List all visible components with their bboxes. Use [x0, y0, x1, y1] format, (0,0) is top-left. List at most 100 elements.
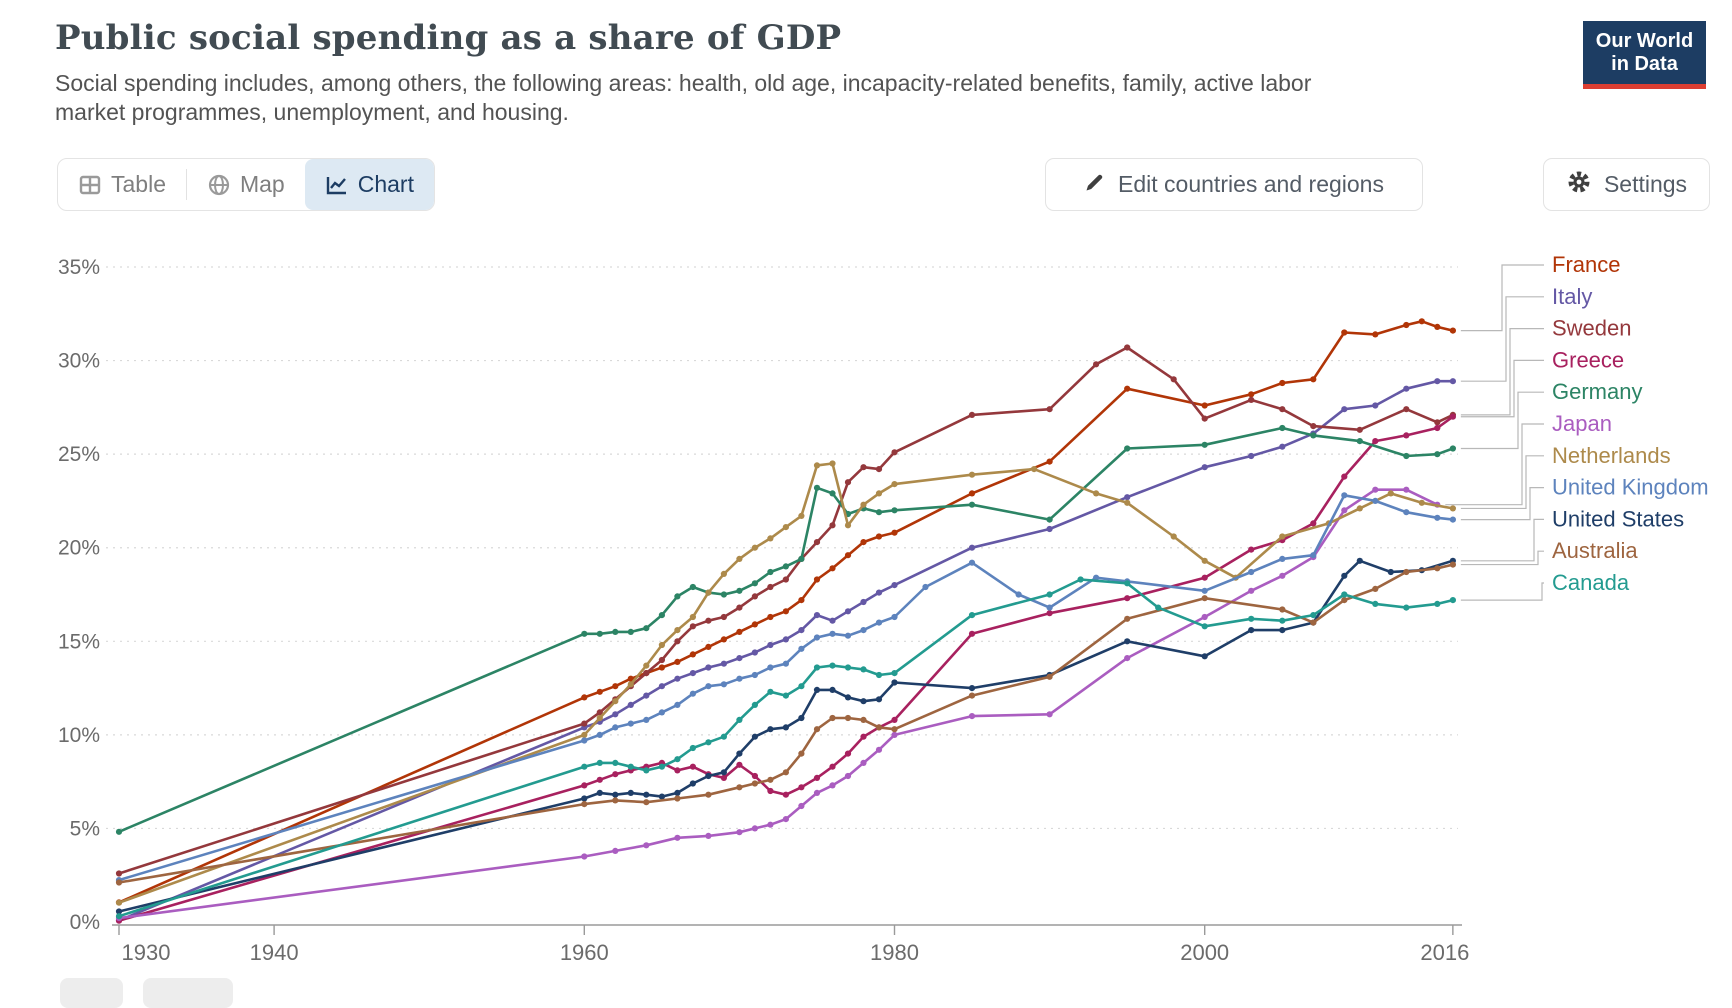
data-point-france-1980	[891, 529, 898, 536]
data-point-sweden-1979	[875, 466, 883, 473]
data-point-australia-2007	[1310, 619, 1317, 626]
legend-label-canada[interactable]: Canada	[1552, 570, 1630, 595]
data-point-greece-1962	[612, 771, 619, 778]
data-point-italy-2011	[1372, 402, 1379, 409]
data-point-canada-1975	[813, 664, 821, 671]
footer-button-partial-2[interactable]	[143, 978, 233, 1008]
data-point-germany-1970	[736, 587, 743, 594]
data-point-france-1976	[829, 565, 836, 572]
data-point-germany-1961	[596, 630, 603, 637]
data-point-france-1975	[813, 576, 821, 583]
data-point-japan-1964	[643, 842, 650, 849]
data-point-canada-2000	[1201, 623, 1208, 630]
data-point-canada-1980	[891, 670, 898, 677]
data-point-canada-2009	[1341, 591, 1348, 598]
data-point-sweden-2000	[1201, 415, 1208, 422]
table-grid-icon	[78, 173, 102, 197]
legend-label-united-kingdom[interactable]: United Kingdom	[1552, 475, 1709, 500]
legend-label-netherlands[interactable]: Netherlands	[1552, 443, 1671, 468]
tab-map-label: Map	[239, 171, 285, 197]
data-point-italy-1975	[813, 612, 821, 619]
legend-label-sweden[interactable]: Sweden	[1552, 316, 1632, 341]
legend-label-italy[interactable]: Italy	[1552, 284, 1592, 309]
data-point-australia-1980	[891, 726, 898, 733]
legend-label-germany[interactable]: Germany	[1552, 379, 1642, 404]
data-point-sweden-2013	[1403, 406, 1410, 413]
data-point-sweden-2005	[1279, 406, 1286, 413]
data-point-germany-1995	[1124, 445, 1131, 452]
data-point-germany-1930	[115, 828, 123, 835]
data-point-australia-1976	[829, 714, 836, 722]
chart-subtitle: Social spending includes, among others, …	[55, 69, 1311, 127]
data-point-italy-2016	[1449, 378, 1456, 385]
data-point-netherlands-2010	[1356, 505, 1363, 512]
tab-divider	[185, 169, 187, 200]
data-point-united-states-1963	[627, 789, 634, 797]
legend-connector-greece	[1460, 359, 1544, 418]
tab-table[interactable]: Table	[58, 159, 186, 210]
series-legend: France Italy Sweden Greece Germany Japan Nethe…	[1445, 252, 1709, 601]
data-point-france-1962	[612, 683, 619, 690]
data-point-united-kingdom-2007	[1310, 552, 1317, 559]
series-line-australia	[117, 563, 1455, 884]
settings-button[interactable]: Settings	[1543, 158, 1710, 211]
data-point-australia-1971	[751, 780, 759, 787]
data-point-italy-1967	[689, 670, 697, 677]
data-point-germany-1972	[767, 568, 774, 576]
data-point-japan-2013	[1403, 486, 1410, 493]
data-point-australia-1970	[736, 784, 743, 791]
footer-button-partial-1[interactable]	[60, 978, 123, 1008]
legend-connector-canada	[1460, 582, 1544, 601]
data-point-sweden-1998	[1170, 376, 1177, 383]
legend-label-united-states[interactable]: United States	[1552, 506, 1684, 531]
data-point-netherlands-2014	[1418, 499, 1425, 506]
data-point-united-kingdom-1990	[1046, 604, 1053, 611]
data-point-netherlands-1970	[736, 555, 743, 563]
data-point-netherlands-1985	[968, 471, 976, 478]
data-point-canada-1970	[736, 716, 743, 724]
y-axis-label-0pct: 0%	[70, 911, 100, 934]
data-point-sweden-2010	[1356, 426, 1363, 433]
data-point-united-kingdom-1975	[813, 634, 821, 641]
data-point-france-1990	[1046, 458, 1053, 465]
data-point-greece-2013	[1403, 432, 1410, 439]
data-point-netherlands-1975	[813, 462, 821, 469]
data-point-germany-2000	[1201, 441, 1208, 448]
y-axis-label-10pct: 10%	[58, 724, 100, 747]
data-point-greece-1985	[968, 630, 976, 637]
legend-label-japan[interactable]: Japan	[1552, 411, 1612, 436]
data-point-netherlands-1969	[720, 570, 728, 578]
data-point-france-2013	[1403, 321, 1410, 329]
data-point-sweden-1969	[720, 613, 728, 621]
data-point-netherlands-1979	[875, 490, 883, 497]
tab-map[interactable]: Map	[187, 159, 305, 210]
view-tab-bar: Table Map Chart	[57, 158, 435, 211]
data-point-sweden-1967	[689, 623, 697, 630]
tab-table-label: Table	[111, 171, 166, 197]
data-point-germany-2005	[1279, 424, 1286, 432]
data-point-italy-1968	[705, 664, 712, 671]
legend-label-australia[interactable]: Australia	[1552, 538, 1638, 563]
data-point-sweden-1990	[1046, 406, 1053, 413]
data-point-sweden-1970	[736, 604, 743, 611]
legend-label-france[interactable]: France	[1552, 252, 1620, 277]
data-point-united-states-1977	[844, 694, 852, 701]
axes: 0% 5% 10% 15% 20% 25% 30% 35% 1930 1940 1960 1980 20…	[58, 256, 1469, 965]
data-point-italy-1978	[860, 598, 867, 606]
owid-logo-line1: Our World	[1595, 29, 1694, 52]
edit-countries-button[interactable]: Edit countries and regions	[1045, 158, 1423, 211]
y-axis-label-25pct: 25%	[58, 443, 100, 466]
legend-label-greece[interactable]: Greece	[1552, 347, 1624, 372]
data-point-netherlands-2000	[1201, 557, 1208, 564]
data-point-japan-1970	[736, 829, 743, 836]
data-point-united-kingdom-1979	[875, 619, 883, 626]
data-point-netherlands-1962	[612, 698, 619, 705]
data-point-sweden-1960	[581, 720, 588, 727]
data-point-greece-2016	[1449, 413, 1456, 420]
tab-chart[interactable]: Chart	[304, 159, 434, 210]
y-axis-label-5pct: 5%	[70, 817, 100, 840]
data-point-australia-1995	[1124, 615, 1131, 622]
legend-connector-united-kingdom	[1460, 487, 1544, 521]
x-axis-label-1940: 1940	[250, 940, 299, 965]
